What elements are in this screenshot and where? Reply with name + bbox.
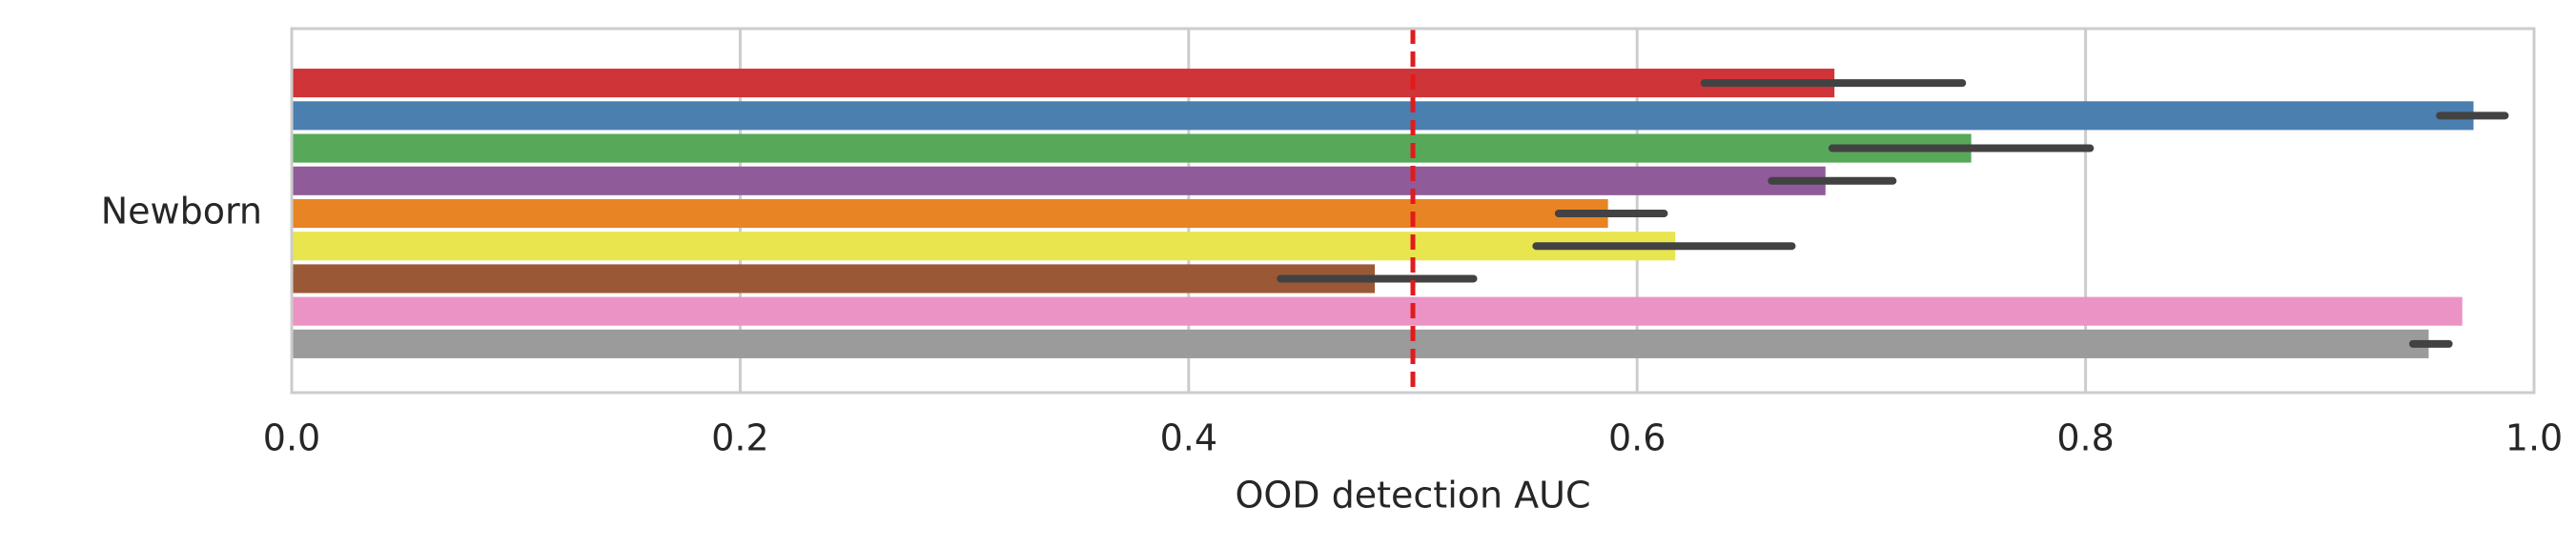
bar [292,329,2429,358]
x-tick-label: 0.0 [263,417,320,459]
bar [292,166,1826,195]
x-tick-label: 0.6 [1608,417,1666,459]
y-category-label: Newborn [101,191,262,233]
ci-layer [1277,79,2509,348]
x-tick-label: 0.8 [2056,417,2114,459]
bar [292,133,1972,163]
x-tick-label: 1.0 [2505,417,2563,459]
bar [292,198,1608,229]
x-tick-label: 0.2 [711,417,768,459]
x-tick-labels: 0.0 0.2 0.4 0.6 0.8 1.0 [263,417,2563,459]
x-tick-label: 0.4 [1160,417,1217,459]
bar [292,101,2474,131]
bar [292,232,1676,261]
bar [292,69,1835,98]
bar [292,264,1376,294]
bar-layer [292,69,2474,358]
plot-frame [290,27,2536,395]
bar [292,296,2463,326]
x-axis-label: OOD detection AUC [1235,475,1590,517]
